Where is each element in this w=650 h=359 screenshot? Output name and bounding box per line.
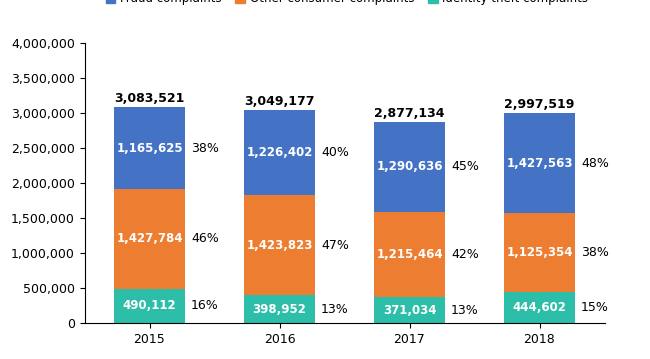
Bar — [374, 297, 445, 323]
Text: 2,877,134: 2,877,134 — [374, 107, 445, 120]
Text: 1,215,464: 1,215,464 — [376, 248, 443, 261]
Bar — [374, 122, 445, 212]
Bar — [504, 113, 575, 213]
Text: 398,952: 398,952 — [253, 303, 306, 316]
Text: 1,427,784: 1,427,784 — [116, 232, 183, 245]
Text: 2,997,519: 2,997,519 — [504, 98, 575, 111]
Text: 38%: 38% — [581, 246, 609, 259]
Text: 13%: 13% — [451, 304, 479, 317]
Text: 1,423,823: 1,423,823 — [246, 239, 313, 252]
Text: 40%: 40% — [321, 146, 349, 159]
Text: 38%: 38% — [191, 141, 219, 154]
Text: 46%: 46% — [191, 232, 219, 245]
Text: 13%: 13% — [321, 303, 349, 316]
Bar — [374, 212, 445, 297]
Bar — [114, 107, 185, 189]
Bar — [244, 109, 315, 196]
Text: 45%: 45% — [451, 160, 479, 173]
Text: 444,602: 444,602 — [513, 301, 566, 314]
Bar — [114, 189, 185, 289]
Text: 1,290,636: 1,290,636 — [376, 160, 443, 173]
Bar — [504, 213, 575, 292]
Text: 16%: 16% — [191, 299, 219, 312]
Text: 1,427,563: 1,427,563 — [506, 157, 573, 170]
Bar — [504, 292, 575, 323]
Bar — [244, 295, 315, 323]
Bar — [114, 289, 185, 323]
Bar — [244, 196, 315, 295]
Text: 15%: 15% — [581, 301, 609, 314]
Text: 1,226,402: 1,226,402 — [246, 146, 313, 159]
Text: 490,112: 490,112 — [123, 299, 176, 312]
Text: 42%: 42% — [451, 248, 479, 261]
Text: 3,083,521: 3,083,521 — [114, 92, 185, 105]
Legend: Fraud complaints, Other consumer complaints, Identity theft complaints: Fraud complaints, Other consumer complai… — [101, 0, 593, 10]
Text: 47%: 47% — [321, 239, 349, 252]
Text: 48%: 48% — [581, 157, 609, 170]
Text: 1,125,354: 1,125,354 — [506, 246, 573, 259]
Text: 1,165,625: 1,165,625 — [116, 141, 183, 154]
Text: 3,049,177: 3,049,177 — [244, 94, 315, 108]
Text: 371,034: 371,034 — [383, 304, 436, 317]
